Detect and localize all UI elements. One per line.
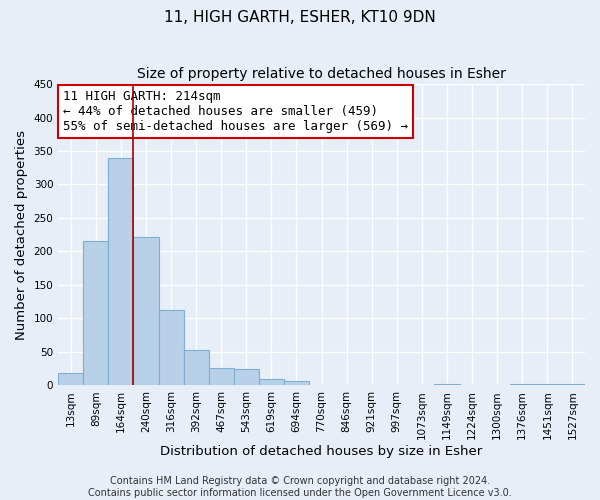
Text: 11, HIGH GARTH, ESHER, KT10 9DN: 11, HIGH GARTH, ESHER, KT10 9DN: [164, 10, 436, 25]
Bar: [535, 384, 560, 386]
Text: Contains HM Land Registry data © Crown copyright and database right 2024.
Contai: Contains HM Land Registry data © Crown c…: [88, 476, 512, 498]
Bar: [510, 384, 535, 386]
Bar: [58, 374, 83, 386]
Bar: [158, 310, 184, 386]
Y-axis label: Number of detached properties: Number of detached properties: [15, 130, 28, 340]
Bar: [560, 384, 585, 386]
Bar: [434, 384, 460, 386]
Bar: [209, 368, 234, 386]
Bar: [83, 242, 109, 386]
Bar: [284, 380, 309, 386]
X-axis label: Distribution of detached houses by size in Esher: Distribution of detached houses by size …: [160, 444, 483, 458]
Title: Size of property relative to detached houses in Esher: Size of property relative to detached ho…: [137, 68, 506, 82]
Bar: [259, 378, 284, 386]
Bar: [234, 368, 259, 386]
Bar: [133, 236, 158, 386]
Text: 11 HIGH GARTH: 214sqm
← 44% of detached houses are smaller (459)
55% of semi-det: 11 HIGH GARTH: 214sqm ← 44% of detached …: [64, 90, 409, 133]
Bar: [109, 158, 133, 386]
Bar: [184, 350, 209, 386]
